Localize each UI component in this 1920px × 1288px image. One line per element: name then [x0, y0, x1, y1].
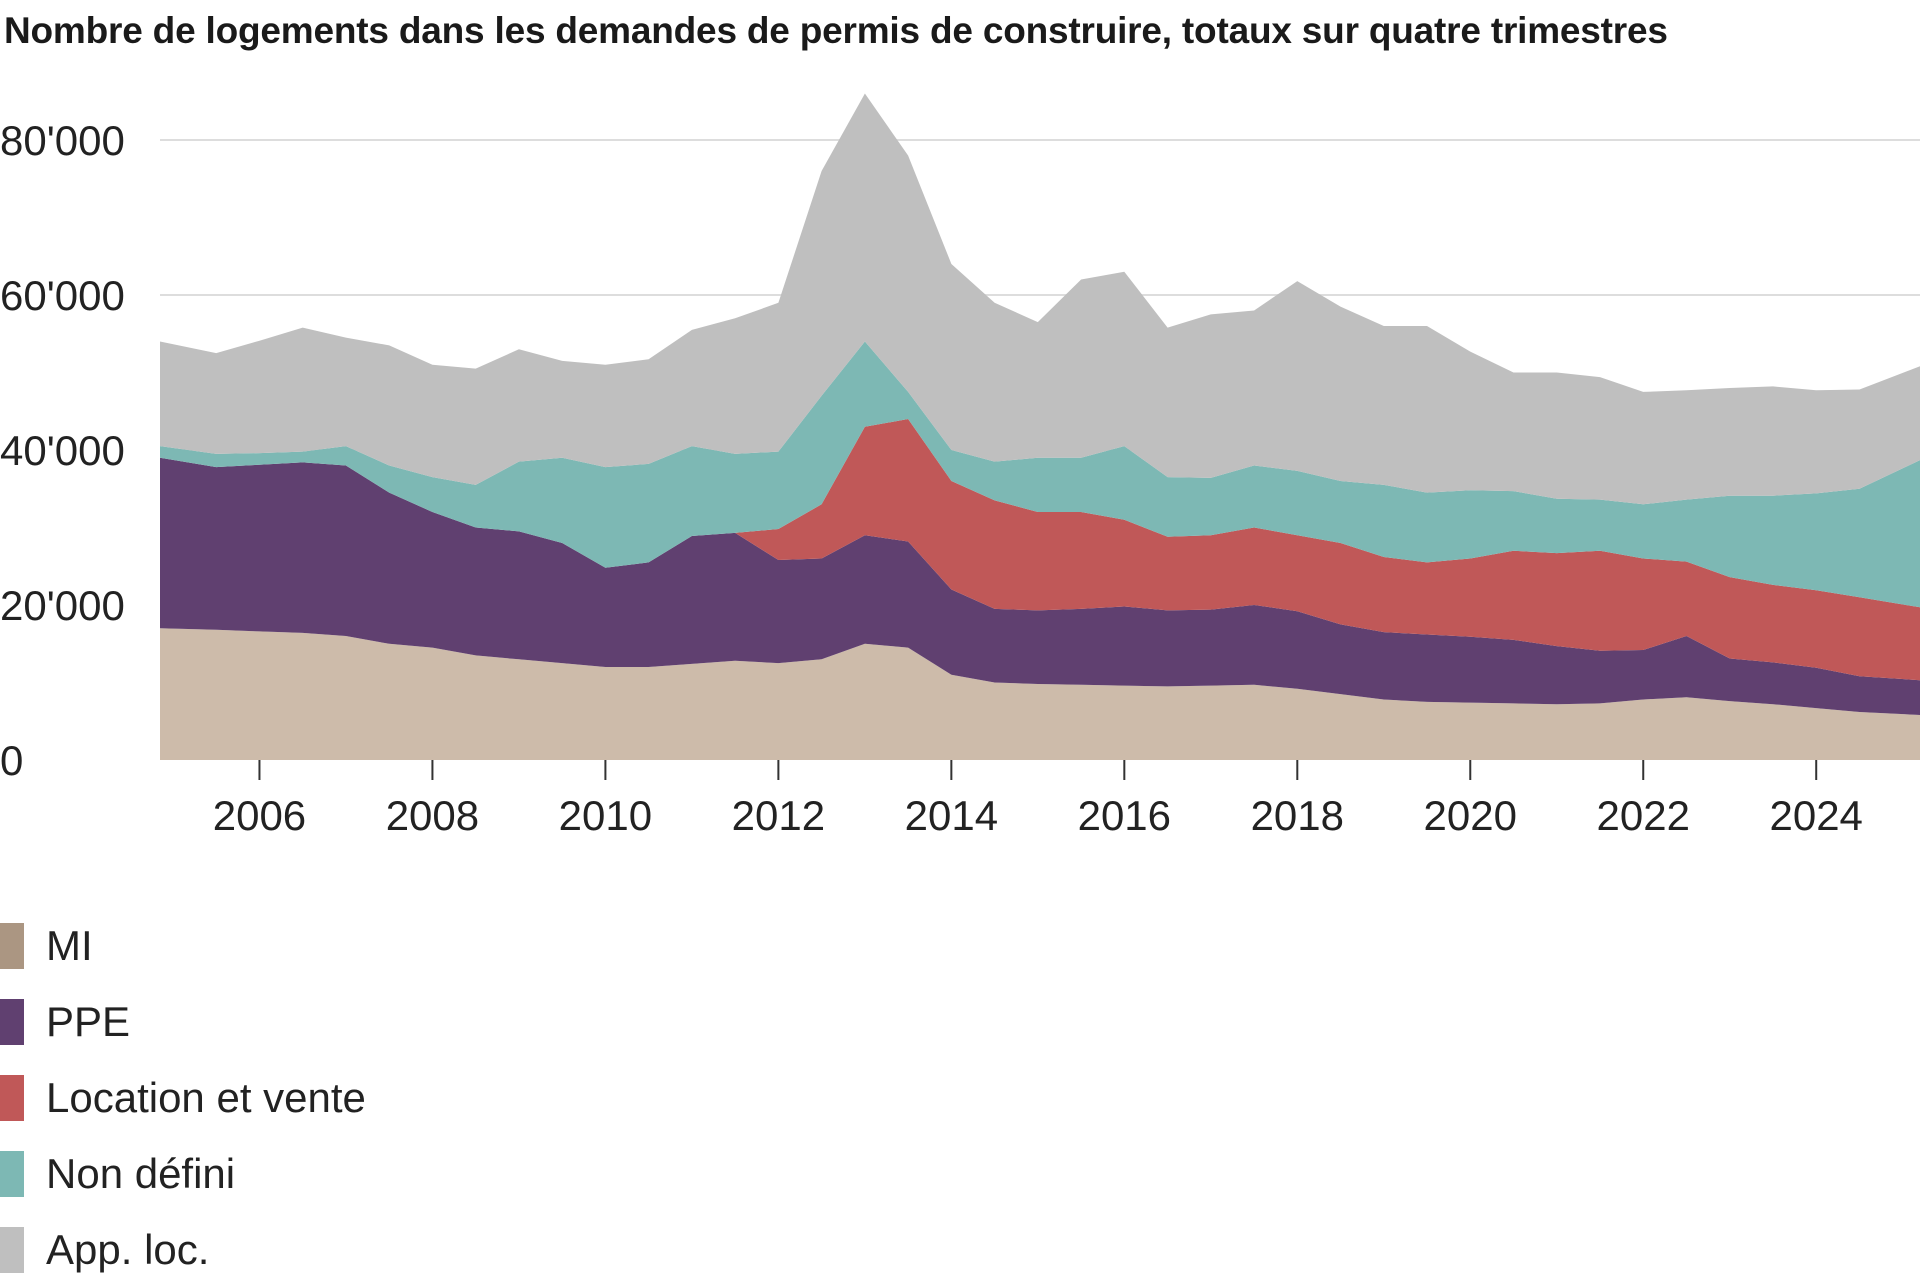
x-tick-label: 2020: [1424, 792, 1517, 839]
x-tick-label: 2014: [905, 792, 998, 839]
legend-item-non-defini: Non défini: [0, 1136, 366, 1212]
y-tick-label: 40'000: [0, 427, 125, 474]
y-tick-label: 60'000: [0, 272, 125, 319]
y-tick-label: 20'000: [0, 582, 125, 629]
legend-swatch-mi: [0, 923, 24, 969]
legend-label-mi: MI: [46, 922, 93, 969]
area-ppe: [160, 457, 1920, 715]
y-tick-label: 0: [0, 737, 23, 784]
legend: MI PPE Location et vente Non défini App.…: [0, 908, 366, 1288]
area-mi: [160, 628, 1920, 760]
legend-label-location-et-vente: Location et vente: [46, 1074, 366, 1121]
x-axis: 2006 2008 2010 2012 2014 2016 2018 2020 2022 2024: [213, 760, 1863, 839]
x-tick-label: 2012: [732, 792, 825, 839]
x-tick-label: 2008: [386, 792, 479, 839]
legend-item-location-et-vente: Location et vente: [0, 1060, 366, 1136]
x-tick-label: 2018: [1251, 792, 1344, 839]
area-non-defini: [160, 341, 1920, 608]
legend-label-app-loc: App. loc.: [46, 1226, 210, 1273]
y-axis: 0 20'000 40'000 60'000 80'000: [0, 117, 125, 784]
legend-swatch-ppe: [0, 999, 24, 1045]
x-tick-label: 2010: [559, 792, 652, 839]
chart-title: Nombre de logements dans les demandes de…: [4, 10, 1668, 51]
area-series: [160, 93, 1920, 760]
legend-swatch-location-et-vente: [0, 1075, 24, 1121]
legend-swatch-non-defini: [0, 1151, 24, 1197]
legend-swatch-app-loc: [0, 1227, 24, 1273]
legend-item-app-loc: App. loc.: [0, 1212, 366, 1288]
legend-item-mi: MI: [0, 908, 366, 984]
legend-item-ppe: PPE: [0, 984, 366, 1060]
legend-label-ppe: PPE: [46, 998, 131, 1045]
area-location-et-vente: [160, 419, 1920, 681]
legend-label-non-defini: Non défini: [46, 1150, 236, 1197]
area-app-loc: [160, 93, 1920, 505]
x-tick-label: 2022: [1597, 792, 1690, 839]
x-tick-label: 2016: [1078, 792, 1171, 839]
x-tick-label: 2006: [213, 792, 306, 839]
x-tick-label: 2024: [1769, 792, 1862, 839]
y-tick-label: 80'000: [0, 117, 125, 164]
